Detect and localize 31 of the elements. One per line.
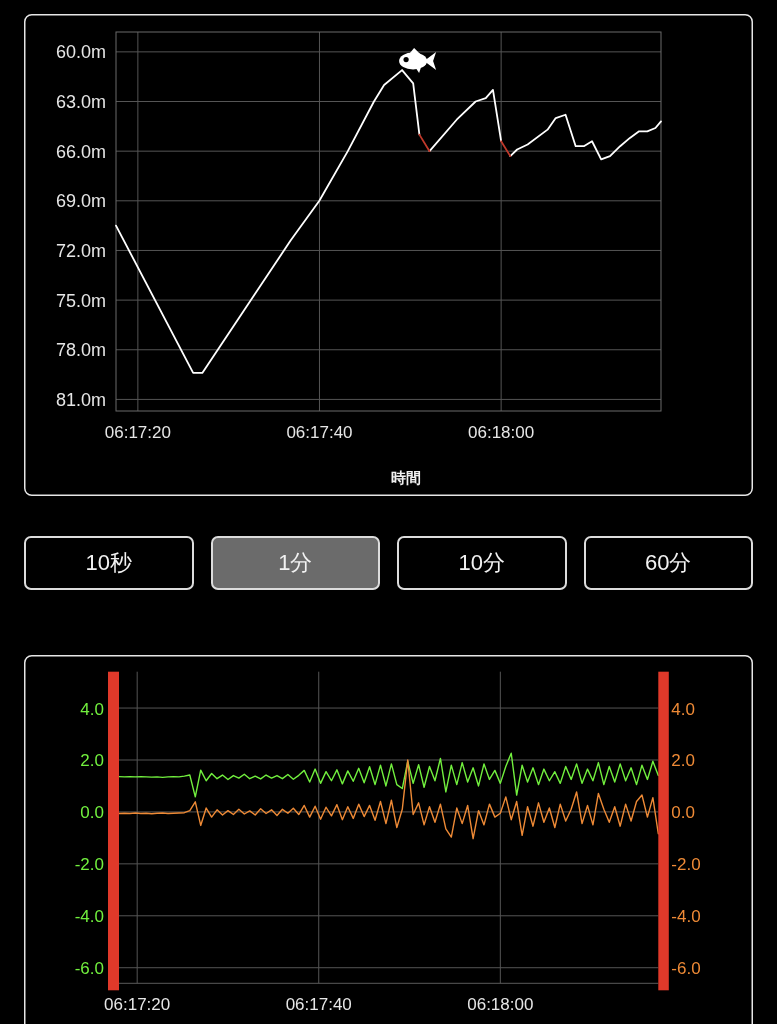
y-tick-label: 75.0m — [55, 290, 106, 311]
y-tick-label: 81.0m — [55, 389, 106, 410]
y-tick-label: 60.0m — [55, 42, 106, 63]
y2-tick-label: 4.0 — [671, 699, 695, 719]
y-tick-label: -2.0 — [74, 855, 104, 875]
y2-tick-label: -6.0 — [671, 959, 701, 979]
x-tick-label: 06:17:40 — [285, 995, 352, 1015]
y-tick-label: 78.0m — [55, 340, 106, 361]
y-tick-label: 0.0 — [80, 803, 104, 823]
y-tick-label: 66.0m — [55, 141, 106, 162]
x-tick-label: 06:18:00 — [467, 995, 534, 1015]
y-tick-label: -6.0 — [74, 959, 104, 979]
y2-tick-label: -2.0 — [671, 855, 701, 875]
y2-tick-label: -4.0 — [671, 907, 701, 927]
y-tick-label: 63.0m — [55, 92, 106, 113]
y-tick-label: 69.0m — [55, 191, 106, 212]
category-label: 60分 — [583, 536, 753, 590]
y-tick-label: 2.0 — [80, 751, 104, 771]
y-tick-label: 4.0 — [80, 699, 104, 719]
x-tick-label: 06:18:00 — [468, 423, 535, 442]
y-tick-label: 72.0m — [55, 240, 106, 261]
x-tick-label: 06:17:40 — [286, 423, 353, 442]
x-axis-title: 時間 — [391, 469, 421, 486]
y-tick-label: -4.0 — [74, 907, 104, 927]
category-label: 10秒 — [24, 536, 194, 590]
category-label: 10分 — [397, 536, 567, 590]
y2-tick-label: 2.0 — [671, 751, 695, 771]
x-tick-label: 06:17:20 — [104, 995, 171, 1015]
x-tick-label: 06:17:20 — [104, 423, 171, 442]
category-label: 1分 — [210, 536, 380, 590]
y2-tick-label: 0.0 — [671, 803, 695, 823]
